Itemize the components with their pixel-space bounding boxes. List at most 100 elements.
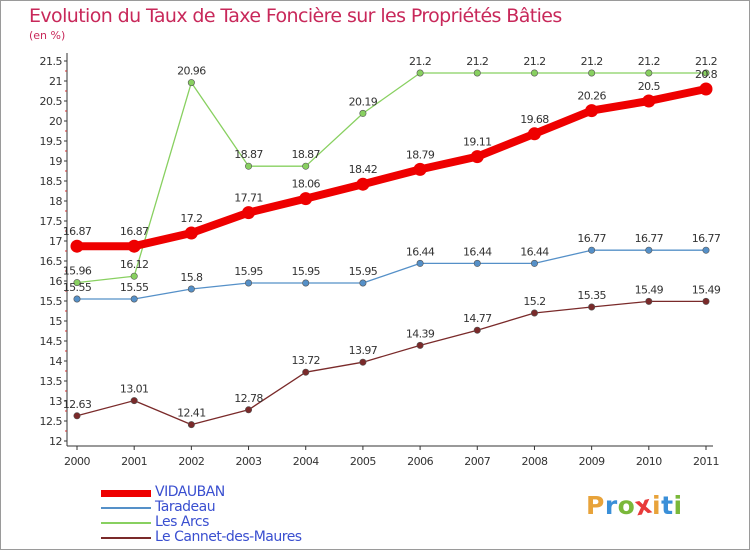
- data-point: [73, 412, 81, 420]
- data-label: 18.87: [234, 148, 263, 161]
- data-label: 14.39: [406, 327, 435, 340]
- y-tick-label: 19.5: [40, 135, 63, 148]
- data-label: 18.87: [291, 148, 320, 161]
- data-point: [470, 150, 484, 164]
- data-point: [413, 162, 427, 176]
- data-point: [130, 397, 138, 405]
- data-labels-layer: 12.63 13.01 12.41 12.78 13.72 13.97 14.39 14.77…: [63, 55, 722, 420]
- data-label: 15.95: [349, 265, 378, 278]
- data-point: [359, 279, 367, 287]
- data-point: [530, 69, 538, 77]
- data-point: [702, 246, 710, 254]
- data-point: [130, 295, 138, 303]
- data-label: 15.35: [577, 289, 606, 302]
- x-tick-label: 2005: [350, 455, 376, 468]
- data-label: 16.87: [63, 225, 92, 238]
- x-axis: 2000 2001 2002 2003 2004 2005 2006 2007 2008 2009…: [64, 445, 720, 468]
- series-line: [76, 72, 707, 284]
- data-point: [359, 109, 367, 117]
- data-label: 13.72: [291, 354, 320, 367]
- data-label: 12.41: [177, 407, 206, 420]
- data-point: [642, 94, 656, 108]
- data-point: [588, 246, 596, 254]
- data-point: [187, 421, 195, 429]
- unit-label: (en %): [29, 29, 66, 42]
- y-tick-label: 21.5: [40, 55, 63, 68]
- data-label: 16.77: [577, 232, 606, 245]
- y-tick-label: 13: [49, 395, 62, 408]
- data-point: [245, 162, 253, 170]
- x-tick-label: 2002: [178, 455, 204, 468]
- data-label: 21.2: [409, 55, 431, 68]
- data-point: [242, 206, 256, 220]
- data-label: 20.19: [349, 95, 378, 108]
- data-point: [245, 279, 253, 287]
- legend-label: VIDAUBAN: [155, 484, 225, 500]
- data-label: 15.96: [63, 265, 92, 278]
- data-label: 18.42: [349, 163, 378, 176]
- data-point: [473, 259, 481, 267]
- data-point: [416, 341, 424, 349]
- x-tick-label: 2007: [464, 455, 490, 468]
- y-tick-label: 12.5: [40, 415, 63, 428]
- data-point: [187, 79, 195, 87]
- data-point: [645, 297, 653, 305]
- data-label: 16.87: [120, 225, 149, 238]
- data-label: 18.79: [406, 148, 435, 161]
- legend-swatch: [101, 507, 151, 509]
- legend-swatch: [101, 537, 151, 539]
- data-label: 15.55: [120, 281, 149, 294]
- x-tick-label: 2004: [293, 455, 319, 468]
- data-label: 20.5: [638, 80, 661, 93]
- data-point: [299, 192, 313, 206]
- data-label: 18.06: [291, 178, 320, 191]
- data-label: 16.77: [692, 232, 721, 245]
- legend-label: Les Arcs: [155, 514, 209, 530]
- data-label: 14.77: [463, 312, 492, 325]
- data-label: 15.49: [635, 283, 664, 296]
- data-point: [585, 104, 599, 118]
- x-tick-label: 2011: [693, 455, 719, 468]
- y-tick-label: 15.5: [40, 295, 63, 308]
- y-tick-label: 17: [49, 235, 62, 248]
- data-point: [416, 69, 424, 77]
- series-vidauban: [70, 82, 713, 253]
- data-point: [416, 259, 424, 267]
- data-point: [473, 69, 481, 77]
- data-label: 15.8: [180, 271, 203, 284]
- data-point: [527, 127, 541, 141]
- y-axis: 12 12.5 13 13.5 14 14.5 15 15.5 16 16.5 17 17.5 18 18…: [40, 53, 68, 448]
- y-tick-label: 20.5: [40, 95, 63, 108]
- logo-letter: t: [661, 491, 674, 520]
- data-label: 21.2: [581, 55, 603, 68]
- data-label: 21.2: [638, 55, 660, 68]
- data-label: 16.12: [120, 258, 149, 271]
- y-tick-label: 21: [49, 75, 62, 88]
- y-tick-label: 16: [49, 275, 62, 288]
- legend-swatch: [101, 489, 151, 497]
- legend-label: Taradeau: [155, 499, 216, 515]
- legend-label: Le Cannet-des-Maures: [155, 529, 302, 545]
- series-layer: [70, 69, 713, 429]
- y-tick-label: 20: [49, 115, 62, 128]
- data-label: 13.01: [120, 383, 149, 396]
- proxiti-logo: Proxiti: [586, 490, 683, 522]
- data-point: [702, 69, 710, 77]
- y-tick-label: 17.5: [40, 215, 63, 228]
- data-label: 15.2: [523, 295, 545, 308]
- data-point: [699, 82, 713, 96]
- data-point: [187, 285, 195, 293]
- data-point: [645, 246, 653, 254]
- series-line: [73, 85, 710, 251]
- y-tick-label: 19: [49, 155, 62, 168]
- y-tick-label: 16.5: [40, 255, 63, 268]
- y-tick-label: 15: [49, 315, 62, 328]
- data-label: 17.71: [234, 192, 263, 205]
- data-label: 15.95: [234, 265, 263, 278]
- data-point: [356, 177, 370, 191]
- data-point: [588, 303, 596, 311]
- y-tick-label: 12: [49, 435, 62, 448]
- series-les-arcs: [73, 69, 710, 287]
- data-point: [530, 259, 538, 267]
